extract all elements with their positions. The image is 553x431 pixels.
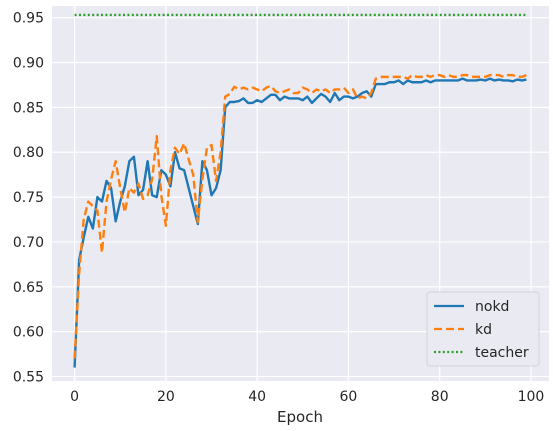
x-tick-label: 100 (518, 389, 545, 405)
y-tick-label: 0.70 (13, 235, 44, 251)
x-tick-label: 60 (340, 389, 358, 405)
legend: nokd kd teacher (427, 292, 539, 366)
y-tick-label: 0.95 (13, 11, 44, 27)
y-tick-label: 0.65 (13, 280, 44, 296)
legend-label-nokd: nokd (475, 299, 509, 315)
y-tick-label: 0.90 (13, 56, 44, 72)
y-tick-label: 0.55 (13, 370, 44, 386)
x-tick-label: 0 (70, 389, 79, 405)
legend-label-teacher: teacher (475, 345, 529, 361)
x-tick-label: 80 (431, 389, 449, 405)
y-tick-label: 0.60 (13, 325, 44, 341)
y-tick-label: 0.75 (13, 190, 44, 206)
x-axis-title: Epoch (277, 408, 323, 426)
x-tick-label: 40 (248, 389, 266, 405)
legend-label-kd: kd (475, 322, 492, 338)
y-tick-label: 0.85 (13, 100, 44, 116)
y-tick-label: 0.80 (13, 145, 44, 161)
x-tick-label: 20 (157, 389, 175, 405)
